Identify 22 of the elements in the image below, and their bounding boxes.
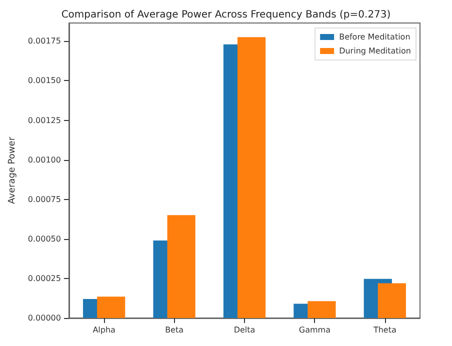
x-tick-label: Beta [165, 326, 184, 334]
y-tick-label: 0.00150 [28, 76, 61, 86]
legend-label: Before Meditation [339, 32, 410, 42]
bar [97, 296, 126, 318]
y-tick-label: 0.00025 [28, 274, 61, 283]
y-tick-label: 0.00100 [28, 155, 61, 164]
y-tick-label: 0.00050 [28, 234, 61, 244]
x-tick-label: Alpha [92, 326, 116, 334]
y-tick-label: 0.00000 [28, 314, 61, 322]
y-axis-title: Average Power [8, 136, 18, 204]
x-tick-label: Theta [372, 326, 396, 334]
bar [308, 301, 336, 318]
y-tick-label: 0.00125 [28, 116, 61, 125]
legend-label: During Meditation [339, 46, 411, 56]
x-tick-label: Delta [234, 326, 256, 334]
bar [237, 37, 266, 318]
y-tick-label: 0.00175 [28, 36, 61, 46]
x-tick-label: Gamma [298, 326, 331, 334]
bar [167, 215, 196, 318]
bar [378, 283, 406, 318]
y-tick-label: 0.00075 [28, 194, 61, 204]
chart-title: Comparison of Average Power Across Frequency Bands (p=0.273) [61, 10, 391, 20]
